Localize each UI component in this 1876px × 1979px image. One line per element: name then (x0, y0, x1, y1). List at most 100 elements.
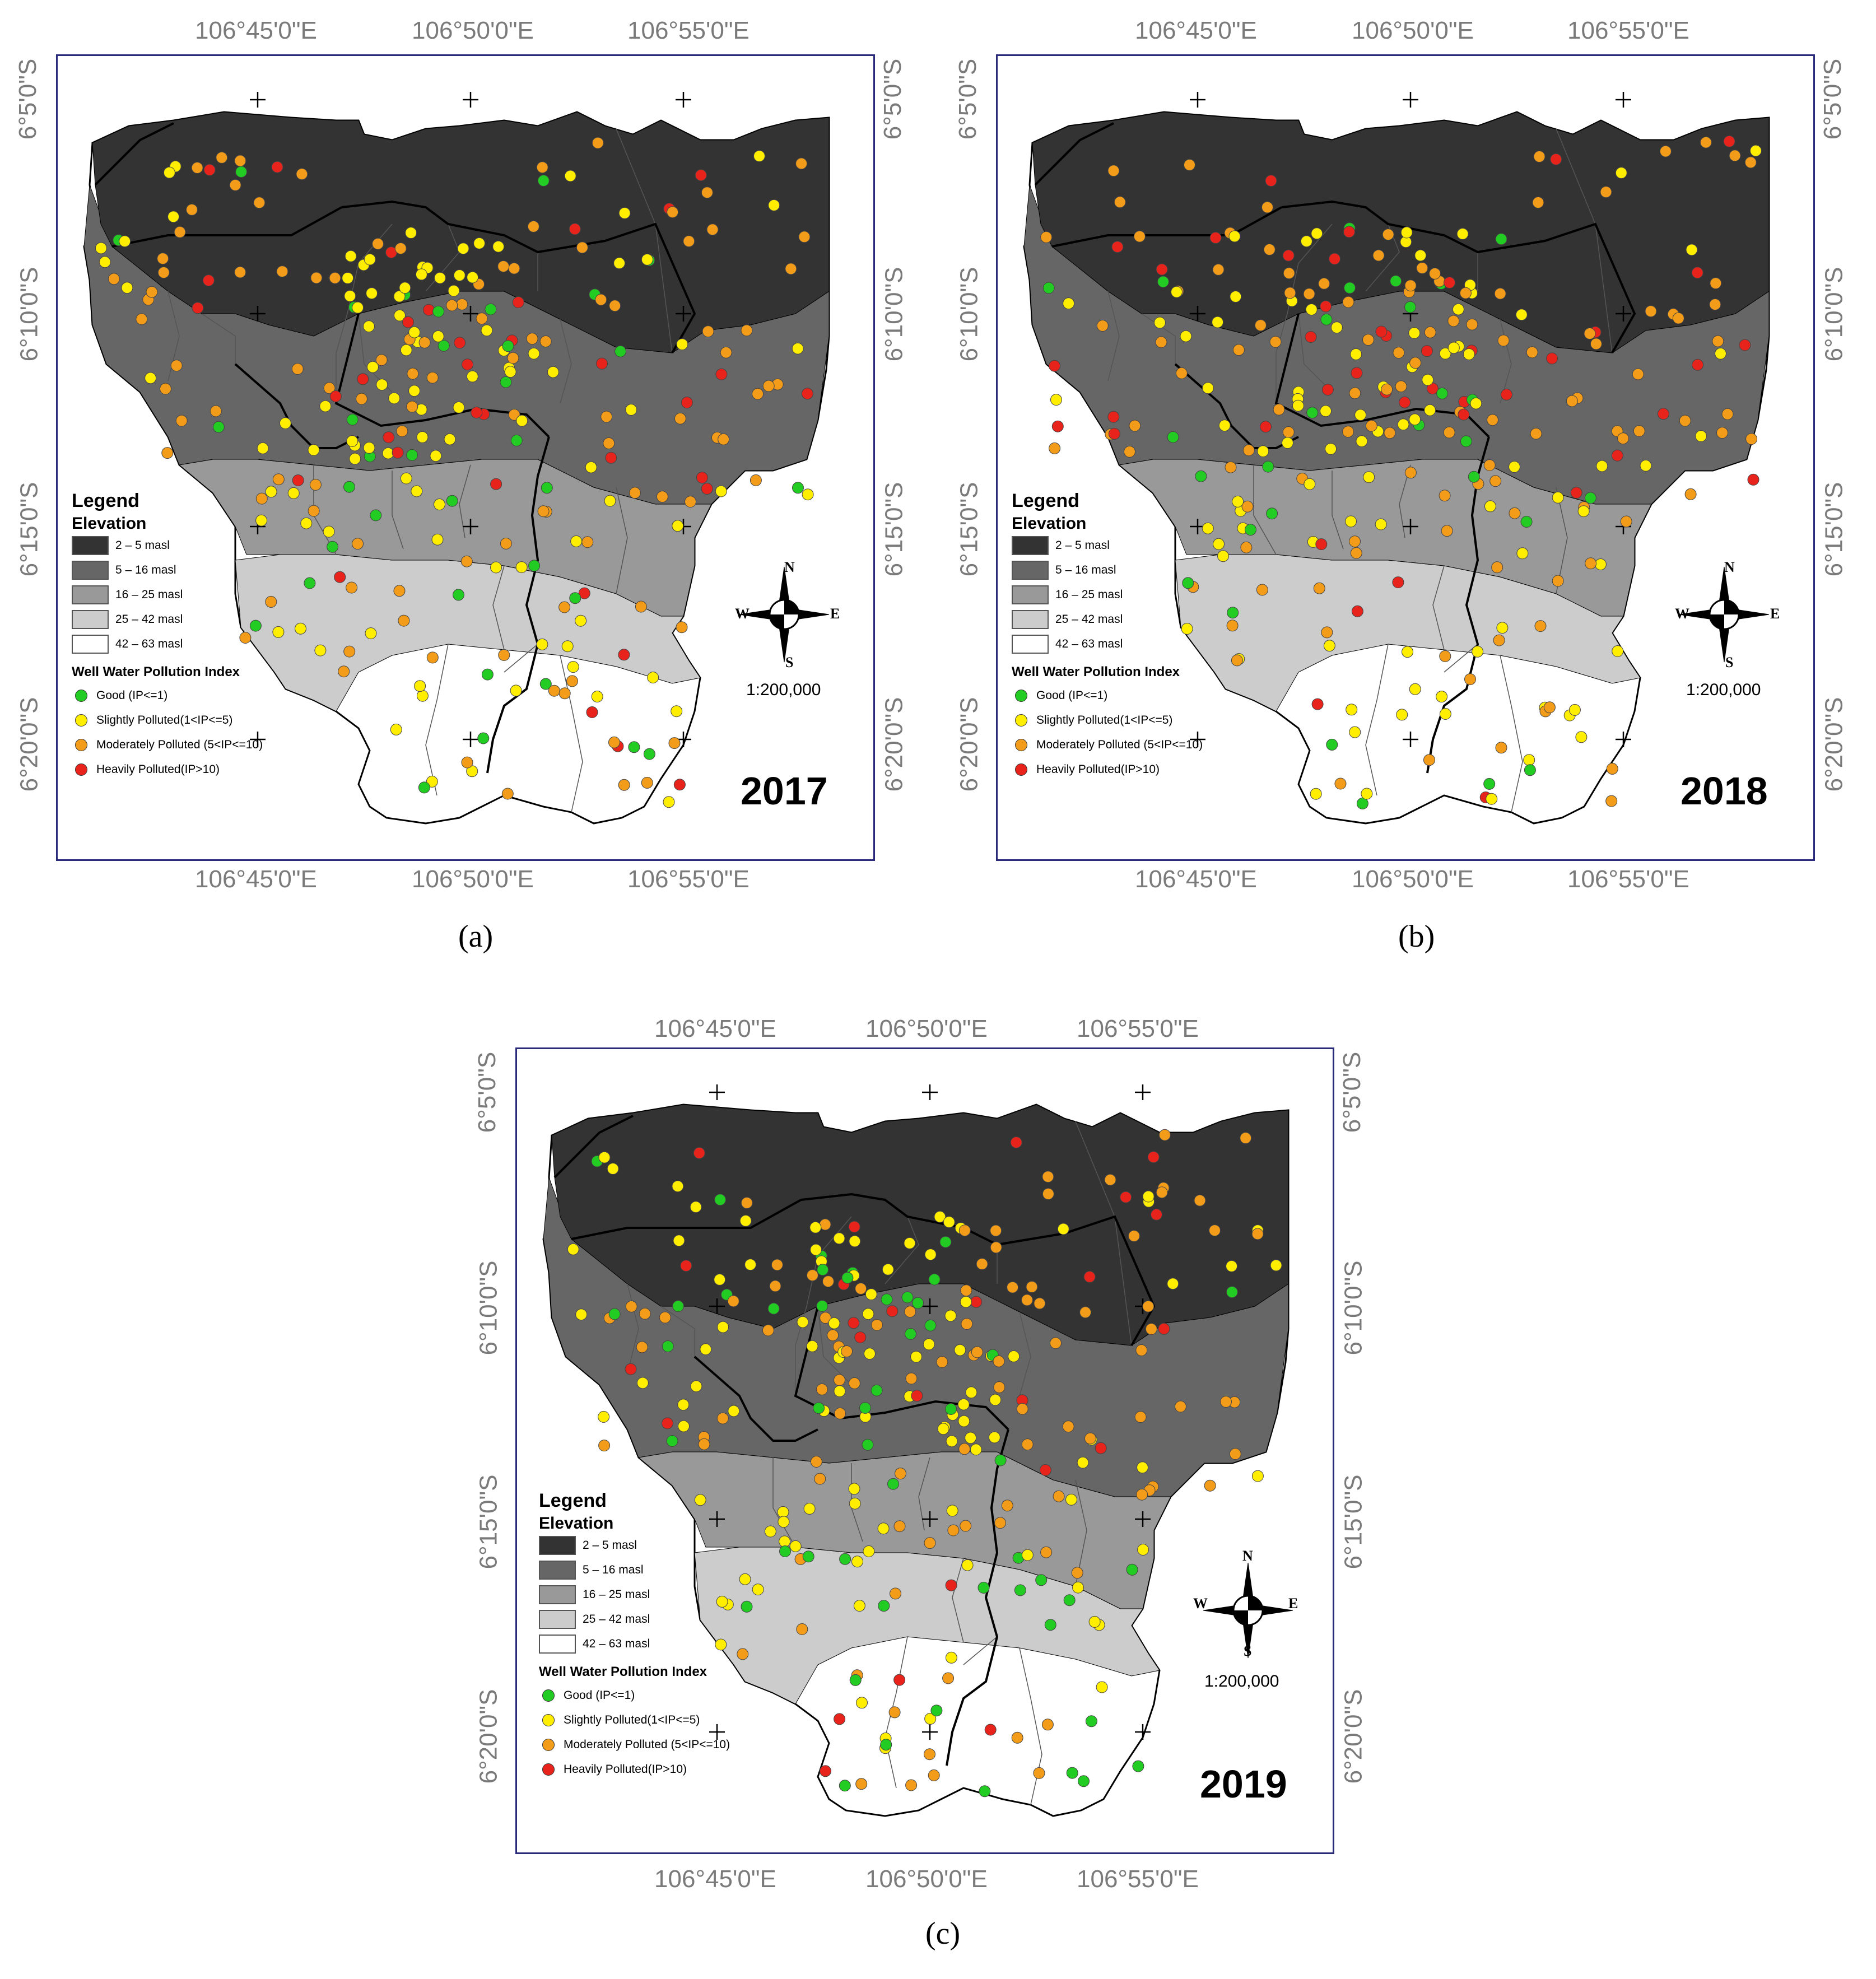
sampling-point (820, 1312, 832, 1324)
sampling-point (1657, 408, 1669, 420)
sampling-point (400, 472, 412, 485)
index-label: Good (IP<=1) (1036, 689, 1108, 702)
sampling-point (416, 690, 429, 702)
sampling-point (1495, 233, 1507, 245)
sampling-point (394, 243, 407, 254)
lon-label-bottom: 106°50'0"E (1352, 865, 1474, 893)
sampling-point (672, 1300, 685, 1312)
sampling-point (370, 509, 382, 521)
sampling-point (1354, 409, 1367, 421)
sampling-point (834, 1713, 846, 1725)
sampling-point (958, 1415, 970, 1427)
city-boundary (341, 200, 696, 353)
sampling-point (1217, 550, 1229, 562)
sampling-point (99, 256, 111, 268)
sampling-point (859, 1401, 871, 1414)
sampling-point (1218, 420, 1231, 432)
sampling-point (834, 1407, 846, 1419)
sampling-point (515, 561, 528, 574)
sampling-point (575, 1309, 588, 1321)
graticule-cross (250, 92, 266, 108)
sampling-point (1568, 704, 1581, 716)
sampling-point (1520, 515, 1533, 528)
index-dot (542, 1763, 555, 1776)
lat-label-right: 6°5'0"S (1819, 58, 1847, 140)
sampling-point (1245, 524, 1256, 536)
sampling-point (1014, 1584, 1026, 1596)
sampling-point (1135, 1344, 1148, 1356)
lon-label-top: 106°50'0"E (1352, 17, 1474, 44)
sampling-point (797, 1316, 809, 1328)
sampling-point (1133, 230, 1146, 243)
sampling-point (1241, 500, 1254, 513)
elevation-title: Elevation (1012, 514, 1087, 533)
sampling-point (434, 499, 445, 510)
sampling-point (272, 473, 285, 486)
sampling-point (364, 253, 376, 266)
sampling-point (629, 487, 641, 499)
sampling-point (383, 431, 395, 444)
elevation-label: 25 – 42 masl (1055, 613, 1123, 626)
graticule-cross (1190, 92, 1205, 108)
sampling-point (609, 300, 621, 312)
elevation-swatch (1012, 585, 1049, 604)
sampling-point (672, 520, 684, 532)
sampling-point (453, 269, 465, 281)
sampling-point (1409, 683, 1421, 695)
sampling-point (834, 1385, 846, 1398)
sampling-point (1042, 1171, 1054, 1183)
sampling-point (1034, 1297, 1046, 1310)
sampling-point (1429, 267, 1441, 280)
sampling-point (1334, 777, 1347, 790)
index-label: Moderately Polluted (5<IP<=10) (96, 738, 263, 751)
sampling-point (1111, 241, 1124, 253)
sampling-point (954, 1344, 966, 1356)
sampling-point (1596, 460, 1608, 472)
sampling-point (1397, 418, 1409, 431)
sampling-point (276, 266, 288, 278)
elevation-label: 2 – 5 masl (115, 539, 170, 552)
sampling-point (1021, 1438, 1034, 1451)
sampling-point (764, 1525, 776, 1538)
sampling-point (1095, 1442, 1107, 1454)
index-dot (75, 739, 87, 751)
sampling-point (1195, 470, 1207, 482)
compass-quadrants (1233, 1596, 1263, 1625)
sampling-point (1008, 1350, 1020, 1362)
district-boundary (560, 319, 572, 404)
sampling-point (1351, 367, 1363, 379)
elevation-label: 42 – 63 masl (1055, 637, 1123, 650)
sampling-point (744, 1259, 757, 1271)
compass-s: S (1725, 654, 1734, 670)
sampling-point (1049, 442, 1061, 454)
sampling-point (792, 482, 804, 494)
sampling-point (888, 1706, 901, 1719)
sampling-point (272, 626, 285, 638)
sampling-point (833, 1232, 845, 1245)
sampling-point (146, 286, 158, 298)
sampling-point (462, 358, 473, 371)
sampling-point (1526, 346, 1538, 358)
sampling-point (848, 1377, 860, 1389)
sampling-point (603, 437, 615, 449)
graticule-cross (1190, 306, 1205, 322)
sampling-point (1273, 403, 1285, 416)
sampling-point (210, 405, 222, 417)
sampling-point (1330, 322, 1343, 334)
sampling-point (656, 491, 668, 503)
sampling-point (895, 1468, 906, 1480)
sampling-point (388, 392, 401, 404)
compass-n: N (1242, 1548, 1253, 1564)
sampling-point (741, 1196, 753, 1209)
sampling-point (1496, 622, 1509, 634)
index-dot (1015, 690, 1027, 702)
elevation-row: 42 – 63 masl (72, 632, 263, 656)
sampling-point (1351, 605, 1363, 617)
sampling-point (265, 595, 277, 608)
sampling-point (453, 589, 464, 601)
graticule-cross (709, 1511, 725, 1527)
sampling-point (635, 600, 647, 613)
sampling-point (810, 1244, 822, 1256)
sampling-point (1001, 1500, 1013, 1512)
sampling-point (1384, 427, 1396, 439)
